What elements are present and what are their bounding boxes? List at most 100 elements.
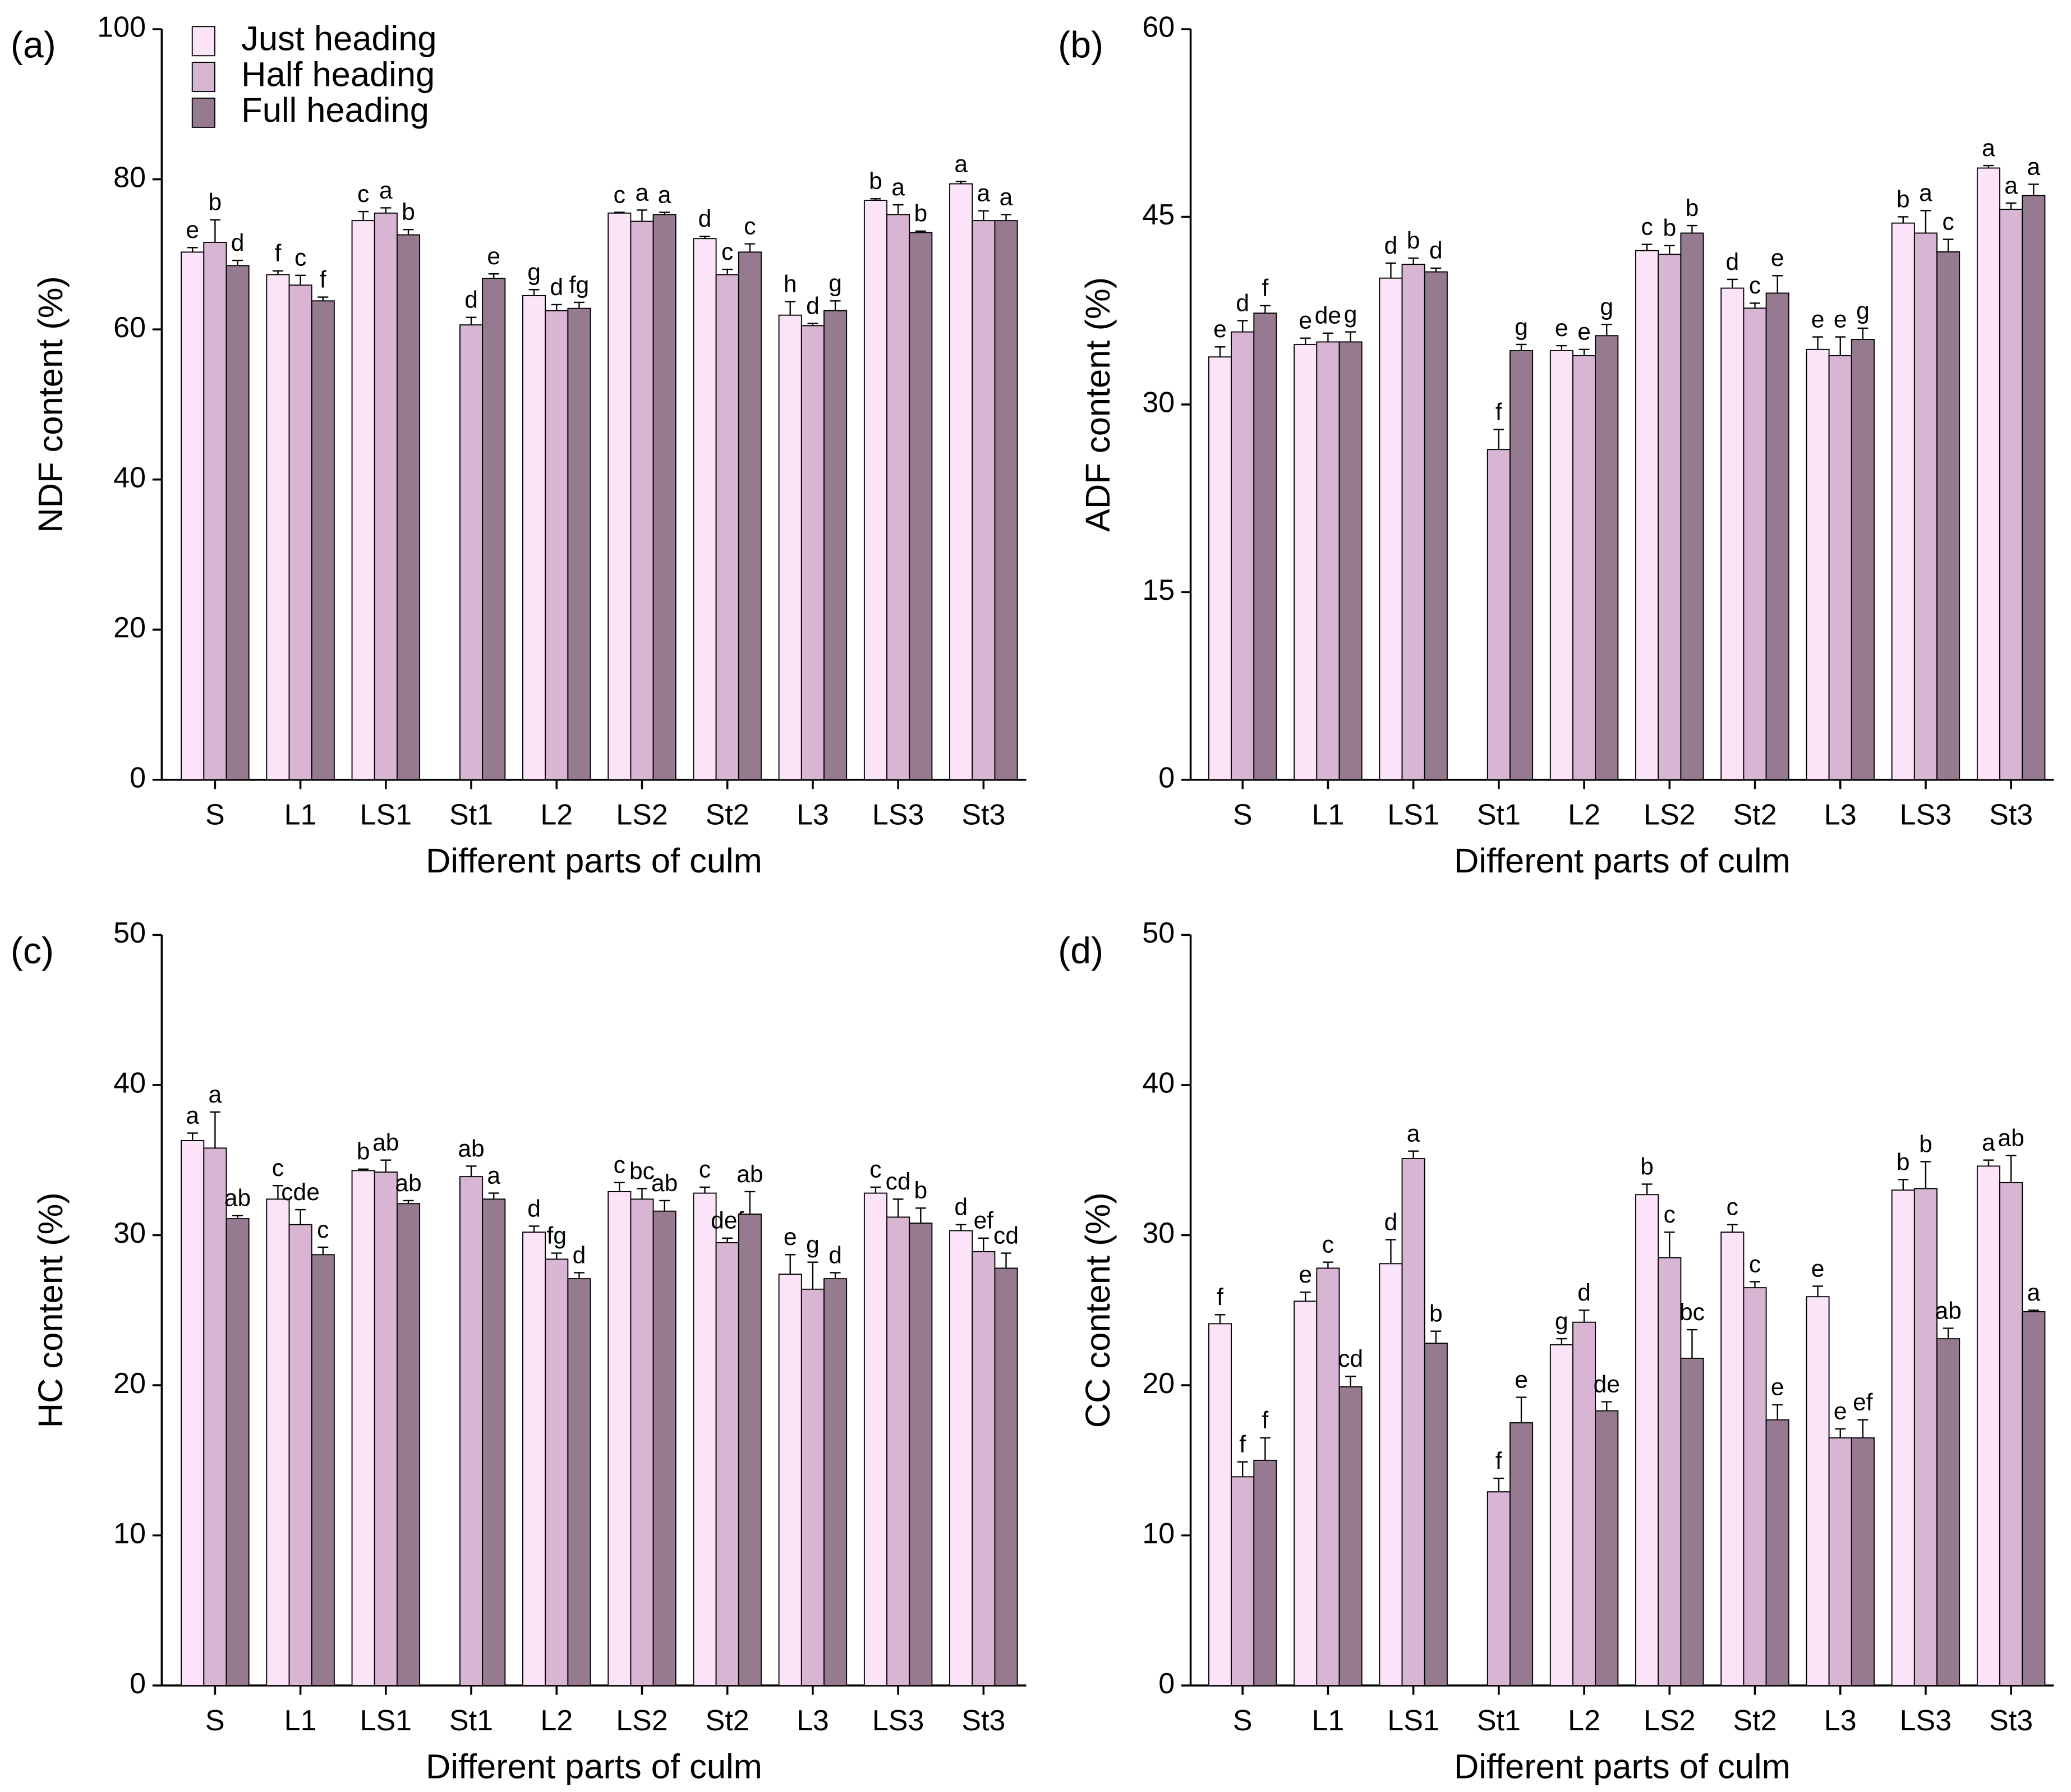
- bar: [652, 214, 676, 780]
- bar: [1806, 348, 1830, 780]
- y-tick-label: 40: [113, 1067, 146, 1100]
- significance-letter: g: [1515, 314, 1528, 341]
- significance-letter: e: [1213, 316, 1227, 343]
- bar: [949, 183, 973, 780]
- significance-letter: d: [1384, 232, 1398, 259]
- significance-letter: a: [1000, 183, 1013, 210]
- bar: [630, 220, 654, 780]
- x-tick-label: St1: [449, 1704, 493, 1737]
- bar: [630, 1198, 654, 1687]
- bar: [545, 310, 569, 780]
- bar: [1635, 1194, 1659, 1687]
- significance-letter: de: [1594, 1371, 1620, 1398]
- bar: [994, 1267, 1018, 1687]
- significance-letter: d: [698, 205, 712, 232]
- significance-letter: a: [891, 174, 905, 201]
- significance-letter: g: [806, 1232, 820, 1258]
- x-axis-title: Different parts of culm: [426, 1747, 762, 1786]
- significance-letter: ab: [651, 1170, 678, 1197]
- bar: [778, 1274, 802, 1687]
- legend-label: Half heading: [241, 55, 435, 94]
- bar: [1743, 307, 1767, 780]
- x-tick-label: LS1: [360, 799, 412, 831]
- x-tick-label: St3: [961, 1704, 1005, 1737]
- significance-letter: b: [869, 168, 882, 195]
- x-tick-label: LS2: [1644, 1704, 1696, 1737]
- significance-letter: f: [1495, 398, 1502, 425]
- bar: [886, 1216, 910, 1687]
- y-tick-label: 20: [1142, 1367, 1175, 1400]
- significance-letter: a: [186, 1102, 199, 1129]
- significance-letter: ab: [1998, 1125, 2024, 1152]
- significance-letter: b: [1919, 1131, 1932, 1157]
- significance-letter: a: [2027, 1279, 2041, 1306]
- bar: [738, 251, 762, 780]
- bar: [1401, 264, 1425, 780]
- significance-letter: b: [209, 189, 222, 216]
- bar: [715, 274, 739, 780]
- x-tick-label: LS1: [360, 1704, 412, 1737]
- bar: [1891, 222, 1915, 780]
- bar: [1828, 355, 1852, 780]
- panel-label: (b): [1058, 25, 1103, 66]
- significance-letter: a: [658, 181, 671, 208]
- bar: [1549, 350, 1573, 780]
- bar: [1424, 271, 1448, 780]
- bar: [1680, 1357, 1704, 1687]
- bar: [738, 1214, 762, 1687]
- significance-letter: cd: [886, 1168, 911, 1195]
- significance-letter: a: [1919, 180, 1932, 206]
- bar: [459, 324, 484, 780]
- bar: [1338, 1386, 1363, 1687]
- y-axis-title: ADF content (%): [1079, 277, 1117, 532]
- significance-letter: d: [1429, 237, 1443, 264]
- significance-letter: a: [1407, 1120, 1420, 1147]
- significance-letter: g: [1856, 297, 1870, 324]
- bar: [266, 1198, 290, 1687]
- x-tick-label: S: [1233, 799, 1253, 831]
- bar: [823, 310, 848, 780]
- bar: [1424, 1343, 1448, 1687]
- bar: [972, 220, 996, 780]
- significance-letter: b: [1640, 1153, 1654, 1180]
- significance-letter: b: [357, 1138, 370, 1165]
- significance-letter: e: [1577, 319, 1591, 346]
- x-tick-label: St2: [706, 799, 749, 831]
- x-tick-label: LS3: [872, 799, 924, 831]
- bar: [800, 325, 825, 780]
- y-tick-label: 0: [130, 762, 146, 794]
- significance-letter: c: [357, 181, 369, 208]
- y-tick-label: 0: [130, 1667, 146, 1700]
- bar: [886, 214, 910, 780]
- significance-letter: c: [614, 1152, 625, 1179]
- x-tick-label: St2: [706, 1704, 749, 1737]
- x-tick-label: L2: [1568, 1704, 1600, 1737]
- x-tick-label: L1: [284, 1704, 317, 1737]
- bar: [1595, 335, 1619, 780]
- significance-letter: a: [2004, 172, 2018, 199]
- significance-letter: f: [1495, 1448, 1502, 1474]
- panel-label: (c): [11, 930, 54, 972]
- x-tick-label: L2: [1568, 799, 1600, 831]
- significance-letter: b: [1686, 195, 1699, 222]
- significance-letter: a: [487, 1162, 500, 1189]
- bar: [823, 1278, 848, 1687]
- y-axis-title: NDF content (%): [31, 276, 70, 532]
- x-tick-label: LS3: [1900, 799, 1952, 831]
- x-tick-label: LS3: [872, 1704, 924, 1737]
- significance-letter: b: [402, 199, 415, 226]
- significance-letter: c: [1727, 1194, 1738, 1221]
- bar: [972, 1251, 996, 1687]
- bar: [459, 1176, 484, 1687]
- bar: [1765, 1419, 1789, 1687]
- x-tick-label: L1: [1312, 799, 1345, 831]
- y-tick-label: 50: [1142, 917, 1175, 949]
- significance-letter: ab: [224, 1185, 251, 1212]
- significance-letter: e: [1834, 306, 1847, 333]
- significance-letter: d: [1236, 290, 1249, 316]
- bar: [715, 1242, 739, 1687]
- bar: [1720, 287, 1745, 780]
- significance-letter: bc: [629, 1157, 655, 1184]
